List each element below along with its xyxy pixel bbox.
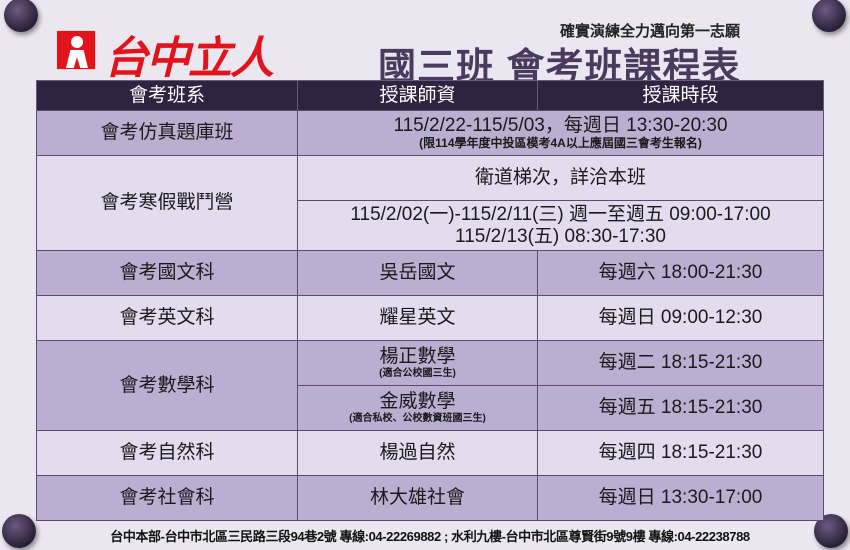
schedule-text: 115/2/02(一)-115/2/11(三) 週一至週五 09:00-17:0… — [350, 203, 771, 225]
logo-text: 台中立人 — [104, 33, 274, 84]
time-cell: 每週日 09:00-12:30 — [537, 295, 824, 341]
schedule-cell: 115/2/22-115/5/03，每週日 13:30-20:30 (限114學… — [297, 110, 824, 156]
pin-top-right — [812, 0, 846, 32]
schedule-text: 115/2/22-115/5/03，每週日 13:30-20:30 — [393, 115, 728, 137]
schedule-text: 115/2/13(五) 08:30-17:30 — [455, 225, 666, 247]
schedule-cell: 衛道梯次，詳洽本班 — [297, 155, 824, 201]
teacher-note: (適合公校國三生) — [379, 368, 456, 380]
teacher-name: 楊正數學 — [379, 346, 456, 368]
time-cell: 每週日 13:30-17:00 — [537, 475, 824, 521]
schedule-cell: 115/2/02(一)-115/2/11(三) 週一至週五 09:00-17:0… — [297, 200, 824, 251]
schedule-note: (限114學年度中投區模考4A以上應屆國三會考生報名) — [419, 136, 702, 151]
course-cell: 會考仿真題庫班 — [36, 110, 298, 156]
header-teacher: 授課師資 — [297, 80, 538, 111]
teacher-cell: 金威數學 (適合私校、公校數資班國三生) — [297, 385, 538, 431]
logo-icon — [56, 30, 96, 70]
teacher-cell: 楊過自然 — [297, 430, 538, 476]
time-cell: 每週四 18:15-21:30 — [537, 430, 824, 476]
header-time: 授課時段 — [537, 80, 824, 111]
footer-contact: 台中本部-台中市北區三民路三段94巷2號 專線:04-22269882 ; 水利… — [110, 529, 750, 544]
course-cell: 會考社會科 — [36, 475, 298, 521]
teacher-cell: 楊正數學 (適合公校國三生) — [297, 340, 538, 386]
course-cell: 會考數學科 — [36, 340, 298, 431]
slogan: 確實演練全力邁向第一志願 — [560, 23, 741, 40]
course-cell: 會考自然科 — [36, 430, 298, 476]
time-cell: 每週五 18:15-21:30 — [537, 385, 824, 431]
time-cell: 每週二 18:15-21:30 — [537, 340, 824, 386]
header-course: 會考班系 — [36, 80, 298, 111]
pin-bottom-left — [2, 514, 36, 548]
teacher-note: (適合私校、公校數資班國三生) — [349, 413, 486, 425]
pin-top-left — [4, 0, 38, 32]
course-cell: 會考國文科 — [36, 250, 298, 296]
teacher-name: 金威數學 — [379, 391, 456, 413]
time-cell: 每週六 18:00-21:30 — [537, 250, 824, 296]
course-cell: 會考寒假戰鬥營 — [36, 155, 298, 251]
teacher-cell: 耀星英文 — [297, 295, 538, 341]
teacher-cell: 吳岳國文 — [297, 250, 538, 296]
course-cell: 會考英文科 — [36, 295, 298, 341]
teacher-cell: 林大雄社會 — [297, 475, 538, 521]
